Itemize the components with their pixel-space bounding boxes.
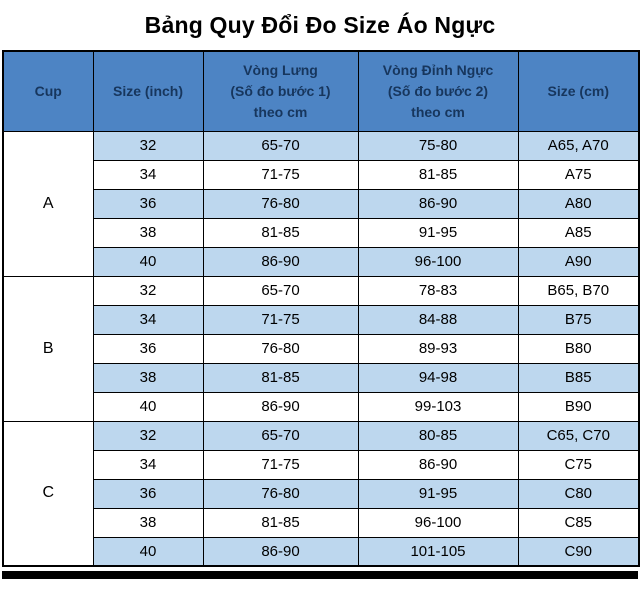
cell-size-inch: 40	[92, 246, 204, 277]
size-conversion-table: Cup Size (inch) Vòng Lưng (Số đo bước 1)…	[2, 50, 640, 567]
cell-vong-lung: 76-80	[202, 333, 359, 364]
cell-size-inch: 38	[92, 217, 204, 248]
cell-size-inch: 34	[92, 159, 204, 190]
table-row: 38 81-85 96-100 C85	[3, 507, 640, 538]
cup-cell-a: A	[2, 130, 94, 277]
cell-vong-lung: 76-80	[202, 188, 359, 219]
cell-vong-dinh-nguc: 78-83	[357, 275, 519, 306]
cell-size-cm: A90	[517, 246, 640, 277]
header-row: Cup Size (inch) Vòng Lưng (Số đo bước 1)…	[2, 50, 640, 132]
cell-vong-lung: 81-85	[202, 217, 359, 248]
cell-vong-dinh-nguc: 86-90	[357, 449, 519, 480]
bottom-divider	[2, 571, 638, 579]
cell-vong-dinh-nguc: 101-105	[357, 536, 519, 567]
cell-size-inch: 34	[92, 449, 204, 480]
cell-vong-dinh-nguc: 96-100	[357, 246, 519, 277]
cell-size-inch: 32	[92, 420, 204, 451]
cell-size-cm: C80	[517, 478, 640, 509]
cell-vong-lung: 65-70	[202, 275, 359, 306]
cell-size-inch: 36	[92, 188, 204, 219]
cup-cell-c: C	[2, 420, 94, 567]
cell-vong-lung: 81-85	[202, 507, 359, 538]
cell-vong-dinh-nguc: 84-88	[357, 304, 519, 335]
header-cup: Cup	[2, 50, 94, 132]
cell-vong-dinh-nguc: 99-103	[357, 391, 519, 422]
cell-size-inch: 38	[92, 362, 204, 393]
table-row: 38 81-85 91-95 A85	[3, 217, 640, 248]
cell-size-cm: C90	[517, 536, 640, 567]
cell-size-inch: 40	[92, 391, 204, 422]
header-vong-lung: Vòng Lưng (Số đo bước 1) theo cm	[202, 50, 359, 132]
cell-size-inch: 32	[92, 275, 204, 306]
cell-size-cm: A75	[517, 159, 640, 190]
cell-vong-dinh-nguc: 91-95	[357, 217, 519, 248]
cell-vong-dinh-nguc: 86-90	[357, 188, 519, 219]
cell-size-cm: A85	[517, 217, 640, 248]
cell-size-cm: B65, B70	[517, 275, 640, 306]
cell-vong-dinh-nguc: 91-95	[357, 478, 519, 509]
cell-size-inch: 38	[92, 507, 204, 538]
cell-size-cm: A65, A70	[517, 130, 640, 161]
table-row: 34 71-75 86-90 C75	[3, 449, 640, 480]
cell-vong-lung: 76-80	[202, 478, 359, 509]
cell-vong-lung: 71-75	[202, 304, 359, 335]
cup-cell-b: B	[2, 275, 94, 422]
table-row: 36 76-80 91-95 C80	[3, 478, 640, 509]
cell-size-cm: C85	[517, 507, 640, 538]
cell-size-inch: 40	[92, 536, 204, 567]
cell-vong-lung: 65-70	[202, 130, 359, 161]
cell-size-cm: B80	[517, 333, 640, 364]
cell-vong-lung: 86-90	[202, 246, 359, 277]
cell-vong-lung: 65-70	[202, 420, 359, 451]
table-row: 34 71-75 81-85 A75	[3, 159, 640, 190]
table-row: 40 86-90 99-103 B90	[3, 391, 640, 422]
table-row: 38 81-85 94-98 B85	[3, 362, 640, 393]
cell-size-cm: B85	[517, 362, 640, 393]
cell-size-inch: 34	[92, 304, 204, 335]
cell-size-inch: 36	[92, 478, 204, 509]
cell-vong-lung: 71-75	[202, 449, 359, 480]
cell-size-cm: A80	[517, 188, 640, 219]
cell-vong-dinh-nguc: 81-85	[357, 159, 519, 190]
cell-size-cm: B90	[517, 391, 640, 422]
table-row: 36 76-80 89-93 B80	[3, 333, 640, 364]
header-vong-dinh-nguc: Vòng Đỉnh Ngực (Số đo bước 2) theo cm	[357, 50, 519, 132]
cell-vong-dinh-nguc: 75-80	[357, 130, 519, 161]
cell-vong-dinh-nguc: 96-100	[357, 507, 519, 538]
cell-size-cm: C65, C70	[517, 420, 640, 451]
cell-size-cm: C75	[517, 449, 640, 480]
cell-vong-lung: 86-90	[202, 536, 359, 567]
header-size-inch: Size (inch)	[92, 50, 204, 132]
table-row: 40 86-90 96-100 A90	[3, 246, 640, 277]
cell-vong-lung: 86-90	[202, 391, 359, 422]
cell-size-inch: 36	[92, 333, 204, 364]
table-row: 36 76-80 86-90 A80	[3, 188, 640, 219]
cell-size-cm: B75	[517, 304, 640, 335]
cell-vong-dinh-nguc: 80-85	[357, 420, 519, 451]
table-row: A 32 65-70 75-80 A65, A70	[2, 130, 640, 277]
cell-vong-lung: 81-85	[202, 362, 359, 393]
cell-vong-lung: 71-75	[202, 159, 359, 190]
table-row: B 32 65-70 78-83 B65, B70	[2, 275, 640, 422]
table-row: C 32 65-70 80-85 C65, C70	[2, 420, 640, 567]
table-row: 34 71-75 84-88 B75	[3, 304, 640, 335]
cell-size-inch: 32	[92, 130, 204, 161]
cell-vong-dinh-nguc: 89-93	[357, 333, 519, 364]
cell-vong-dinh-nguc: 94-98	[357, 362, 519, 393]
page-title: Bảng Quy Đổi Đo Size Áo Ngực	[144, 11, 496, 38]
header-size-cm: Size (cm)	[517, 50, 640, 132]
table-row: 40 86-90 101-105 C90	[3, 536, 640, 567]
